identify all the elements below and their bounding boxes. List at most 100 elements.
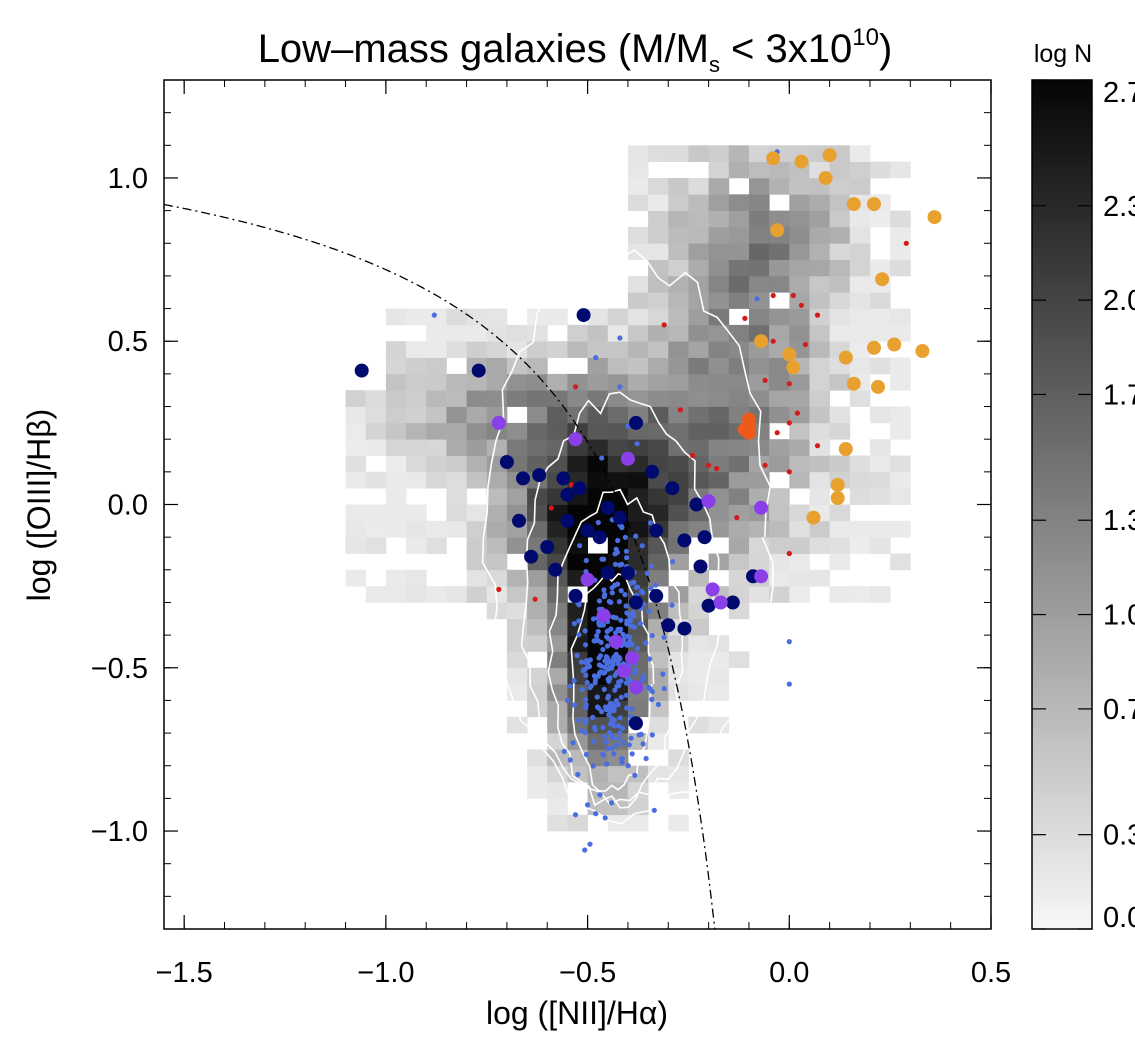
density-bin bbox=[426, 520, 447, 538]
point-blue-small bbox=[618, 678, 624, 684]
density-bin bbox=[466, 341, 488, 358]
point-blue-small bbox=[594, 633, 600, 639]
point-blue-small bbox=[599, 622, 605, 628]
point-orange-large bbox=[838, 350, 853, 365]
y-tick-label: 0.5 bbox=[108, 326, 148, 358]
point-purple-large bbox=[620, 451, 635, 466]
density-bin bbox=[486, 488, 508, 505]
point-blue-small bbox=[649, 633, 655, 639]
point-blue-small bbox=[653, 582, 659, 588]
density-contours bbox=[481, 249, 774, 825]
point-blue-small bbox=[609, 745, 615, 751]
density-bin bbox=[627, 373, 649, 391]
density-bin bbox=[688, 259, 709, 277]
density-bin bbox=[688, 308, 709, 326]
point-blue-small bbox=[618, 523, 625, 529]
y-tick-label: −1.0 bbox=[91, 816, 148, 848]
density-bin bbox=[809, 194, 831, 211]
point-blue-small bbox=[594, 704, 601, 710]
point-red-small bbox=[802, 341, 809, 348]
density-bin bbox=[668, 684, 689, 701]
density-bin bbox=[446, 504, 467, 522]
density-bin bbox=[648, 145, 669, 162]
density-bin bbox=[547, 439, 568, 456]
point-blue-small bbox=[591, 673, 598, 679]
density-bin bbox=[446, 455, 467, 473]
density-bin bbox=[648, 275, 669, 293]
point-blue-small bbox=[639, 677, 646, 683]
point-red-small bbox=[548, 505, 554, 511]
density-bin bbox=[587, 406, 609, 424]
density-bin bbox=[648, 373, 669, 391]
point-navy-large bbox=[677, 621, 692, 636]
density-bin bbox=[688, 178, 709, 195]
density-bin bbox=[870, 308, 891, 326]
point-blue-small bbox=[609, 585, 615, 591]
density-bin bbox=[547, 373, 568, 391]
density-bin bbox=[708, 373, 730, 391]
density-bin bbox=[627, 308, 649, 326]
density-bin bbox=[728, 553, 750, 571]
density-bin bbox=[829, 422, 851, 440]
density-bin bbox=[749, 275, 770, 293]
density-bin bbox=[809, 569, 831, 587]
density-bin bbox=[648, 667, 669, 685]
density-bin bbox=[668, 814, 689, 832]
density-bin bbox=[849, 259, 871, 277]
density-bin bbox=[527, 749, 548, 767]
density-bin bbox=[789, 586, 810, 603]
density-bin bbox=[809, 422, 831, 440]
density-bin bbox=[789, 178, 810, 195]
point-orange-large bbox=[871, 379, 885, 394]
point-blue-small bbox=[625, 423, 631, 429]
point-blue-small bbox=[631, 624, 638, 630]
point-blue-small bbox=[618, 694, 624, 700]
point-blue-small bbox=[649, 696, 655, 703]
point-purple-large bbox=[629, 680, 643, 695]
point-blue-small bbox=[570, 740, 576, 746]
point-blue-small bbox=[639, 543, 645, 549]
density-bin bbox=[769, 406, 790, 424]
point-blue-small bbox=[621, 740, 627, 746]
point-navy-large bbox=[693, 559, 708, 574]
density-bin bbox=[607, 324, 629, 342]
density-bin bbox=[728, 569, 750, 587]
density-bin bbox=[506, 373, 528, 391]
point-orange-large bbox=[875, 272, 890, 287]
density-bin bbox=[829, 308, 851, 326]
point-blue-small bbox=[604, 761, 610, 767]
density-bin bbox=[385, 504, 407, 522]
point-blue-small bbox=[647, 656, 653, 662]
density-bin bbox=[829, 520, 851, 538]
density-bin bbox=[506, 537, 528, 554]
point-blue-small bbox=[600, 752, 607, 758]
point-blue-small bbox=[618, 617, 624, 623]
density-bin bbox=[648, 488, 669, 505]
point-blue-small bbox=[624, 621, 630, 627]
density-bin bbox=[789, 373, 810, 391]
density-bin bbox=[668, 259, 689, 277]
point-blue-small bbox=[609, 800, 615, 806]
density-bin bbox=[728, 259, 750, 277]
point-blue-small bbox=[627, 638, 633, 644]
density-bin bbox=[829, 210, 851, 228]
density-bin bbox=[547, 308, 568, 326]
density-bin bbox=[486, 586, 508, 603]
density-bin bbox=[527, 618, 548, 636]
point-navy-large bbox=[600, 566, 615, 581]
point-blue-small bbox=[634, 584, 641, 590]
density-bin bbox=[688, 586, 709, 603]
point-blue-small bbox=[611, 723, 617, 729]
density-bin bbox=[849, 324, 871, 342]
density-bin bbox=[849, 178, 871, 195]
point-navy-large bbox=[572, 481, 587, 496]
point-navy-large bbox=[354, 363, 369, 378]
point-purple-large bbox=[705, 582, 720, 597]
density-bin bbox=[688, 471, 709, 489]
density-bin bbox=[668, 504, 689, 522]
density-bin bbox=[527, 488, 548, 505]
density-bin bbox=[849, 275, 871, 293]
density-bin bbox=[385, 520, 407, 538]
density-bin bbox=[849, 161, 871, 179]
